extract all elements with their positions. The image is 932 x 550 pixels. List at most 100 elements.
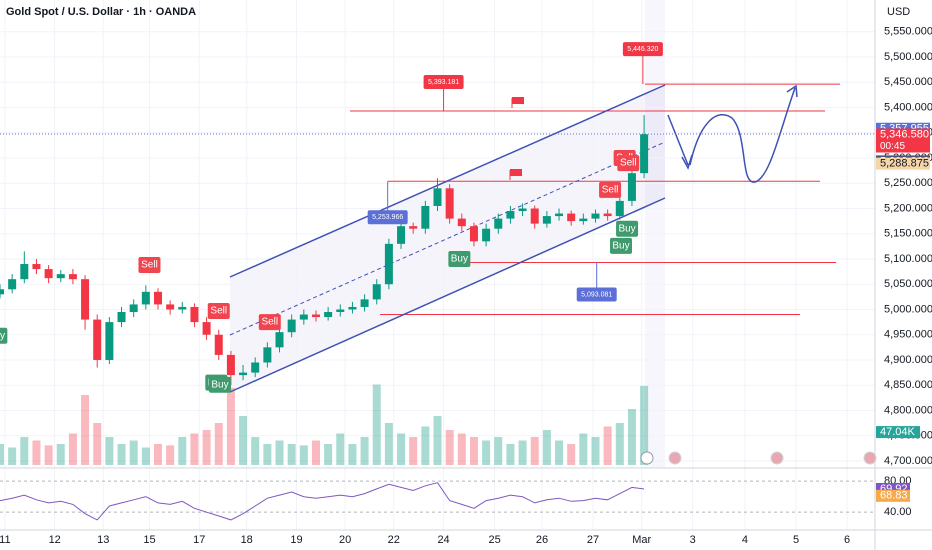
volume-bar [627, 409, 636, 465]
y-tick-label: 5,450.000 [884, 76, 932, 88]
signal-box [616, 220, 639, 237]
price-badge [876, 128, 930, 153]
x-tick-label: 18 [241, 534, 253, 546]
candle-body [239, 372, 248, 376]
candle-body [32, 264, 41, 270]
volume-bar [640, 385, 649, 465]
rsi-badge [876, 489, 910, 502]
volume-bar [372, 384, 381, 465]
event-icons [640, 451, 877, 465]
volume-bar [190, 433, 199, 465]
annotation-label: 5,393.181 [428, 79, 459, 86]
signal-label: Sell [620, 158, 637, 169]
candle-body [579, 218, 588, 222]
candle-body [530, 208, 539, 224]
volume-bar [287, 444, 296, 465]
volume-bar [117, 444, 126, 465]
rsi-badge-label: 68.83 [880, 490, 908, 502]
volume-bar [445, 430, 454, 465]
candle-body [141, 291, 150, 305]
y-tick-label: 5,050.000 [884, 278, 932, 290]
candle-body [494, 218, 503, 229]
volume-bar [141, 447, 150, 465]
event-icon[interactable] [863, 451, 877, 465]
volume-bar [360, 437, 369, 465]
signal-box [258, 314, 281, 331]
volume-bar [348, 444, 357, 465]
flags [509, 97, 524, 180]
currency-label[interactable]: USD [887, 6, 910, 18]
volume-bar [518, 440, 527, 465]
candle-body [299, 314, 308, 320]
volume-bar [32, 440, 41, 465]
signal-label: Sell [210, 306, 227, 317]
channel-lower [229, 197, 666, 393]
x-tick-label: 15 [143, 534, 155, 546]
annotations: 5,446.320 5,393.181 5,253.966 5,093.081 Buy S… [0, 42, 663, 393]
candle-body [0, 289, 4, 295]
volume-bar [275, 440, 284, 465]
volume-bar [68, 433, 77, 465]
volume-bar [214, 423, 223, 465]
y-tick-label: 4,850.000 [884, 379, 932, 391]
signal-box [138, 257, 161, 274]
x-tick-label: 27 [587, 534, 599, 546]
volume-bar [409, 437, 418, 465]
signal-label: Sell [602, 184, 619, 195]
candle-body [190, 306, 199, 323]
chart-title: Gold Spot / U.S. Dollar · 1h · OANDA [6, 6, 196, 18]
candle-body [591, 213, 600, 219]
x-tick-label: 4 [742, 534, 748, 546]
candle-body [153, 291, 162, 305]
y-tick-label: 4,950.000 [884, 329, 932, 341]
x-tick-label: 6 [844, 534, 850, 546]
volume-bar [263, 444, 272, 465]
event-icon[interactable] [640, 451, 654, 465]
channel-upper [229, 84, 666, 278]
annotation-label: 5,093.081 [581, 291, 612, 298]
y-tick-label: 5,250.000 [884, 177, 932, 189]
volume-pane [0, 384, 649, 465]
candle-body [555, 213, 564, 217]
volume-bar [93, 423, 102, 465]
volume-bar [542, 430, 551, 465]
candle-body [275, 332, 284, 348]
x-tick-label: 12 [49, 534, 61, 546]
candle-body [105, 322, 114, 360]
signal-box [617, 155, 640, 172]
volume-bar [494, 437, 503, 465]
volume-bar [20, 437, 29, 465]
volume-bar [433, 416, 442, 465]
candle-body [56, 274, 65, 279]
volume-bar [105, 437, 114, 465]
volume-bar [0, 444, 4, 465]
signal-label: Buy [0, 330, 5, 341]
price-badge-label: 5,288.875 [880, 158, 929, 170]
volume-bar [615, 423, 624, 465]
y-tick-label: 5,200.000 [884, 202, 932, 214]
volume-bar [555, 440, 564, 465]
event-icon[interactable] [668, 451, 682, 465]
x-tick-label: 20 [339, 534, 351, 546]
volume-bar [8, 447, 17, 465]
candle-body [615, 200, 624, 217]
signal-label: Sell [141, 260, 158, 271]
levels [350, 83, 840, 316]
x-tick-label: Mar [632, 534, 651, 546]
volume-badge [876, 426, 920, 439]
y-tick-label: 4,900.000 [884, 354, 932, 366]
y-tick-label: 4,700.000 [884, 455, 932, 467]
candle-body [214, 334, 223, 355]
price-badge [876, 157, 930, 170]
y-tick-label: 5,500.000 [884, 51, 932, 63]
event-icon[interactable] [770, 451, 784, 465]
candle-body [202, 322, 211, 335]
candle-body [20, 264, 29, 280]
volume-bar [239, 416, 248, 465]
annotation-box [622, 42, 663, 57]
candle-body [129, 304, 138, 312]
candle-body [287, 319, 296, 333]
volume-bar [178, 437, 187, 465]
y-tick-label: 5,100.000 [884, 253, 932, 265]
